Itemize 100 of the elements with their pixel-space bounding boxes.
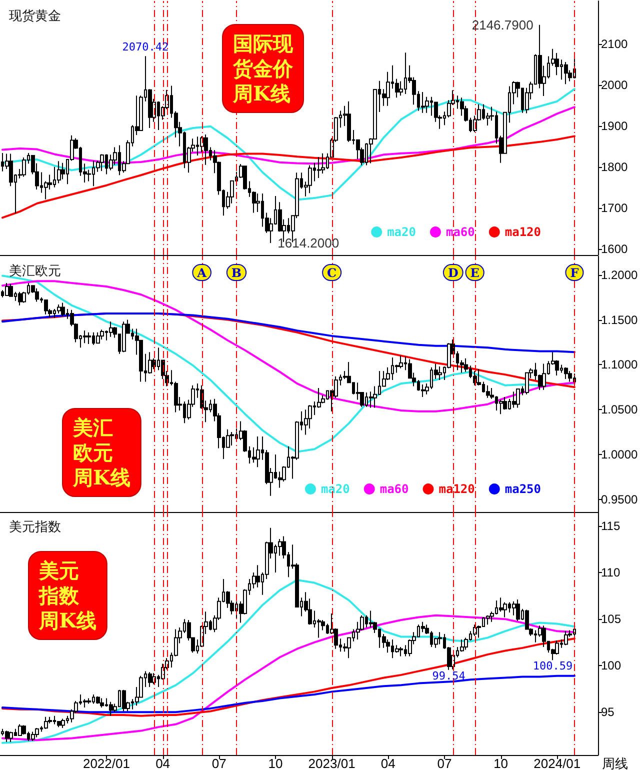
- candlestick: [83, 698, 87, 708]
- candlestick: [503, 396, 507, 410]
- candlestick: [542, 363, 546, 390]
- ref-line-label: F: [570, 266, 580, 280]
- annotation: 99.54: [432, 669, 466, 682]
- ref-line-label: B: [231, 266, 242, 280]
- annotation: 100.59: [532, 660, 573, 673]
- ref-line-label: C: [327, 266, 337, 280]
- candlestick: [486, 384, 490, 398]
- candlestick: [516, 599, 520, 622]
- x-tick-label: 2023/01: [308, 756, 356, 770]
- x-tick-label: 04: [380, 756, 396, 770]
- candlestick: [321, 152, 325, 174]
- candlestick: [399, 646, 403, 657]
- y-tick-label: 0.9500: [601, 492, 638, 506]
- y-tick-label: 1.0000: [601, 448, 638, 462]
- candlestick: [122, 689, 126, 712]
- line-series: [1, 106, 576, 165]
- y-tick-label: 95: [601, 705, 615, 720]
- text: 美元指数周K线: [38, 558, 96, 632]
- candlestick: [425, 96, 429, 114]
- candlestick: [96, 332, 100, 344]
- candlestick: [35, 728, 39, 738]
- candlestick: [44, 300, 48, 315]
- candlestick: [564, 630, 568, 646]
- candlestick: [516, 388, 520, 408]
- candlestick: [100, 329, 104, 340]
- candlestick: [35, 288, 39, 302]
- line-series: [1, 280, 576, 412]
- candlestick: [96, 696, 100, 704]
- x-tick-label: 04: [156, 756, 170, 770]
- x-tick-label: 07: [212, 756, 226, 770]
- candlestick: [568, 370, 572, 382]
- candlestick: [61, 162, 65, 180]
- x-tick-label: 07: [437, 756, 452, 770]
- candlestick: [555, 52, 559, 76]
- candlestick: [57, 304, 61, 314]
- candlestick: [87, 332, 91, 345]
- candlestick: [382, 633, 386, 648]
- candlestick: [399, 355, 403, 369]
- annotation: 1614.2000: [278, 236, 340, 251]
- candlestick: [44, 716, 48, 730]
- y-tick-label: 110: [601, 566, 620, 580]
- candlestick: [438, 632, 442, 645]
- candlestick: [100, 698, 104, 708]
- text: 周线: [602, 756, 628, 770]
- candlestick: [564, 366, 568, 380]
- text: 美汇欧元: [9, 263, 61, 278]
- y-tick-label: 1.2000: [601, 268, 638, 282]
- line-series: [1, 578, 576, 744]
- y-tick-label: 1800: [601, 160, 628, 174]
- y-tick-label: 105: [601, 612, 622, 626]
- candlestick: [5, 282, 9, 296]
- candlestick: [109, 321, 113, 338]
- candlestick: [61, 302, 65, 317]
- candlestick: [230, 432, 234, 446]
- candlestick: [256, 436, 260, 468]
- candlestick: [61, 718, 65, 728]
- candlestick: [148, 672, 152, 688]
- y-tick-label: 2100: [601, 37, 628, 52]
- candlestick: [525, 372, 529, 395]
- x-tick-label: 2022/01: [82, 756, 130, 770]
- legend-label: ma60: [446, 225, 475, 239]
- candlestick: [499, 399, 503, 415]
- candlestick: [438, 366, 442, 380]
- y-tick-label: 100: [601, 658, 622, 673]
- legend-label: ma250: [504, 482, 541, 496]
- candlestick: [421, 91, 425, 114]
- candlestick: [9, 731, 13, 742]
- ref-line-label: E: [470, 266, 480, 280]
- candlestick: [503, 602, 507, 618]
- candlestick: [5, 730, 9, 742]
- legend-label: ma120: [438, 482, 475, 496]
- candlestick: [57, 160, 61, 184]
- legend-label: ma20: [320, 482, 350, 496]
- y-tick-label: 115: [601, 518, 620, 533]
- x-tick-label: 10: [268, 756, 283, 770]
- x-tick-label: 10: [494, 756, 508, 770]
- annotation: 2070.42: [122, 40, 169, 54]
- y-tick-label: 1900: [601, 118, 628, 133]
- candlestick: [486, 614, 490, 626]
- y-tick-label: 2000: [601, 78, 628, 92]
- text: 现货黄金: [9, 8, 61, 23]
- annotation: 2146.7900: [472, 17, 534, 32]
- ref-line-label: A: [196, 266, 208, 280]
- legend-label: ma120: [504, 225, 541, 239]
- candlestick: [473, 624, 477, 636]
- text: 国际现货金价周K线: [232, 32, 294, 106]
- x-tick-label: 2024/01: [534, 756, 581, 770]
- ref-line-label: D: [448, 266, 458, 280]
- y-tick-label: 1.1000: [601, 358, 638, 372]
- candlestick: [9, 283, 13, 297]
- candlestick: [564, 62, 568, 85]
- candlestick: [512, 391, 516, 408]
- candlestick: [421, 384, 425, 398]
- text: 美汇欧元周K线: [72, 416, 130, 490]
- y-tick-label: 1600: [601, 242, 628, 256]
- candlestick: [83, 330, 87, 344]
- candlestick: [31, 731, 35, 742]
- candlestick: [18, 724, 22, 736]
